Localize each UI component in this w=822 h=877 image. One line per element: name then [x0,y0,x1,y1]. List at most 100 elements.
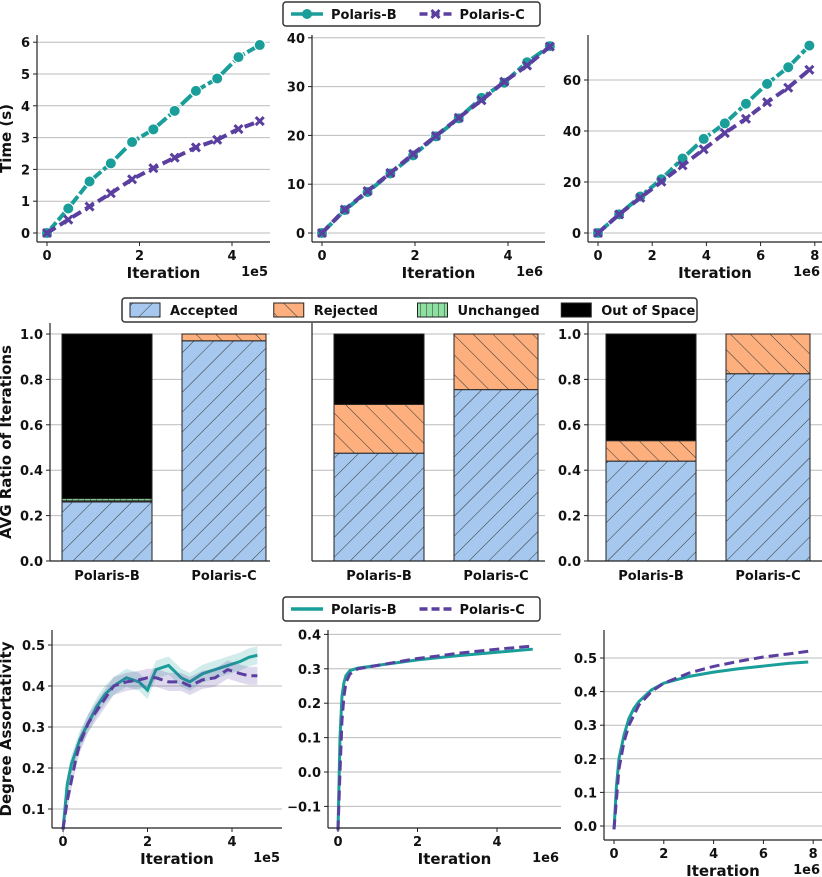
y-tick-label: 0.4 [574,686,597,701]
legend-box [282,596,541,622]
data-point-marker [761,77,774,90]
y-tick-label: 0 [21,227,30,242]
data-point-marker [127,174,138,185]
y-tick-label: 4 [21,100,30,115]
series-line-polaris-c [61,667,258,830]
y-tick-label: 0.0 [558,555,581,570]
x-tick-label: 2 [143,835,152,850]
series-line-polaris-c [612,649,809,830]
y-tick-label: 0.2 [298,697,321,712]
data-point-marker [719,127,730,139]
y-tick-label: 0.2 [20,510,43,525]
y-tick-label: 0.8 [20,373,43,388]
confidence-band-polaris-b [63,646,258,839]
legend-label: Polaris-C [460,603,525,618]
series-line-polaris-b [612,660,809,830]
legend-swatch-accepted [129,302,161,318]
data-point-marker [62,202,75,215]
y-tick-label: 1.0 [20,328,43,343]
y-tick-label: 1.0 [558,328,581,343]
x-tick-label: 2 [135,249,144,264]
x-scale-label: 1e5 [253,851,280,866]
x-tick-label: 4 [227,249,236,264]
series-line-polaris-c [596,68,811,235]
bar-segment-accepted [333,452,425,562]
data-point-marker [739,97,752,110]
y-tick-label: 0.0 [574,820,597,835]
bar-segment-out-of-space [61,333,153,500]
bar-segment-rejected [453,333,539,391]
data-point-marker [168,104,181,117]
y-tick-label: 6 [21,36,30,51]
data-point-marker [233,123,244,135]
data-point-marker [430,130,441,141]
legend-row1: Polaris-B Polaris-C [282,1,541,27]
series-line-polaris-c [336,644,533,831]
y-tick-label: 0.6 [558,419,581,434]
x-axis-label: Iteration [127,264,201,282]
bar-segment-rejected [333,403,425,454]
legend-label: Accepted [170,304,238,319]
y-axis-label: Degree Assortativity [0,641,15,816]
panel-2: 0 10 20 30 40 0 2 4 Iteration 1e6 [287,32,556,282]
legend-label: Polaris-C [460,8,525,23]
x-tick-label: Polaris-B [74,569,140,584]
x-tick-label: Polaris-C [735,569,800,584]
bar-segment-out-of-space [333,333,425,405]
bar-segment-rejected [725,333,811,375]
legend-label: Polaris-B [331,8,397,23]
data-point-marker [740,113,752,124]
y-tick-label: 60 [563,74,581,89]
data-point-marker [697,132,710,145]
data-point-marker [148,163,159,174]
y-tick-label: 0.1 [22,803,45,818]
y-tick-label: 5 [21,68,30,83]
legend-row2: Accepted Rejected Unchanged Out of Space [121,297,698,323]
panel-9: 0.0 0.1 0.2 0.3 0.4 0.5 0 2 4 6 8 Iteration 1e6 [574,630,822,877]
panel-4: 0.0 0.2 0.4 0.6 0.8 1.0 AVG Ratio of Iteration… [0,323,270,584]
confidence-band-polaris-c [63,660,258,839]
y-tick-label: 0.3 [298,663,321,678]
data-point-marker [316,227,328,239]
data-point-marker [339,204,350,215]
y-tick-label: 0.4 [298,628,321,643]
data-point-marker [63,214,74,225]
y-tick-label: 0.8 [558,373,581,388]
y-tick-label: 0.3 [22,721,45,736]
x-tick-label: 2 [413,835,422,850]
data-point-marker [104,157,117,170]
y-tick-label: 40 [287,32,305,47]
data-point-marker [385,167,396,179]
panel-3: 0 20 40 60 0 2 4 6 8 Iteration 1e6 [563,35,822,282]
x-tick-label: 0 [333,835,342,850]
data-point-marker [84,201,95,212]
x-marker-icon [430,8,441,20]
y-tick-label: 3 [21,132,30,147]
x-tick-label: 0 [593,249,602,264]
legend-swatch-rejected [273,302,305,318]
y-axis-label: AVG Ratio of Iterations [0,345,15,539]
series-line-polaris-c [320,45,552,235]
circle-marker-icon [302,9,312,19]
y-tick-label: 1 [21,195,30,210]
data-point-marker [147,123,160,136]
x-tick-label: 8 [810,249,819,264]
legend-label: Rejected [314,304,378,319]
y-tick-label: 0.6 [20,419,43,434]
y-tick-label: 0.4 [22,680,45,695]
x-tick-label: 0 [609,847,618,862]
x-axis-label: Iteration [140,850,214,868]
y-tick-label: 2 [21,163,30,178]
data-point-marker [614,209,625,220]
y-tick-label: 0.5 [574,652,597,667]
series-line-polaris-b [336,647,533,831]
x-scale-label: 1e6 [793,863,820,877]
y-tick-label: 0 [296,227,305,242]
y-tick-label: 40 [563,125,581,140]
data-point-marker [499,76,510,87]
panel-1: 0 1 2 3 4 5 6 Time (s) 0 2 4 Iteration 1e5 [0,35,270,282]
y-tick-label: 0.2 [558,510,581,525]
data-point-marker [804,64,815,75]
